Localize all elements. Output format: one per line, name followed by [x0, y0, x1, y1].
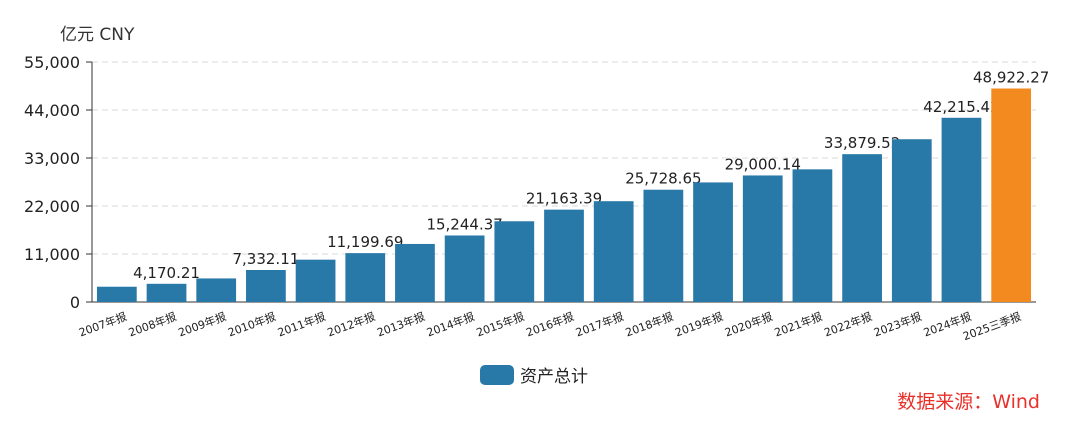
bar — [494, 221, 535, 302]
x-tick-label: 2013年报 — [375, 309, 427, 339]
bar — [643, 189, 684, 302]
bar — [444, 235, 485, 302]
x-tick-label: 2022年报 — [822, 309, 874, 339]
y-tick-label: 0 — [70, 293, 80, 312]
bar — [246, 270, 286, 302]
data-label: 33,879.52 — [824, 134, 900, 152]
bar — [146, 283, 187, 302]
x-tick-label: 2010年报 — [226, 309, 278, 339]
legend: 资产总计 — [480, 362, 588, 387]
data-label: 7,332.11 — [232, 250, 299, 268]
bar — [991, 88, 1032, 303]
bar — [742, 175, 783, 302]
x-tick-label: 2016年报 — [524, 309, 576, 339]
data-label: 21,163.39 — [526, 190, 602, 208]
bar — [593, 201, 634, 302]
data-label: 25,728.65 — [625, 170, 701, 188]
x-tick-label: 2019年报 — [673, 309, 725, 339]
bar — [941, 117, 982, 302]
x-tick-label: 2008年报 — [127, 309, 179, 339]
x-tick-label: 2017年报 — [574, 309, 626, 339]
y-tick-label: 22,000 — [24, 197, 80, 216]
legend-swatch — [480, 364, 514, 385]
x-tick-label: 2020年报 — [723, 309, 775, 339]
x-tick-label: 2023年报 — [872, 309, 924, 339]
y-tick-label: 55,000 — [24, 53, 80, 72]
y-unit-label: 亿元 CNY — [60, 25, 135, 45]
x-tick-label: 2009年报 — [176, 309, 228, 339]
x-tick-label: 2018年报 — [623, 309, 675, 339]
bar — [544, 209, 584, 302]
x-tick-label: 2011年报 — [276, 309, 328, 339]
bar — [891, 139, 932, 302]
y-tick-label: 33,000 — [24, 149, 80, 168]
bar — [693, 182, 733, 302]
data-label: 48,922.27 — [973, 69, 1049, 87]
x-tick-label: 2014年报 — [425, 309, 477, 339]
bar — [395, 243, 435, 302]
bar — [96, 286, 137, 302]
x-tick-label: 2015年报 — [474, 309, 526, 339]
bar — [196, 278, 237, 302]
source-note: 数据来源：Wind — [897, 391, 1040, 413]
data-label: 4,170.21 — [133, 264, 200, 282]
bar — [792, 169, 833, 302]
bar — [842, 154, 882, 302]
data-label: 29,000.14 — [725, 155, 801, 173]
data-label: 15,244.37 — [426, 215, 502, 233]
x-tick-label: 2007年报 — [77, 309, 129, 339]
legend-label: 资产总计 — [520, 367, 588, 387]
bar — [295, 259, 336, 302]
y-tick-label: 44,000 — [24, 101, 80, 120]
x-tick-label: 2012年报 — [325, 309, 377, 339]
data-label: 42,215.42 — [923, 98, 999, 116]
bar — [345, 253, 386, 302]
x-tick-label: 2021年报 — [772, 309, 824, 339]
y-tick-label: 11,000 — [24, 245, 80, 264]
data-label: 11,199.69 — [327, 233, 403, 251]
